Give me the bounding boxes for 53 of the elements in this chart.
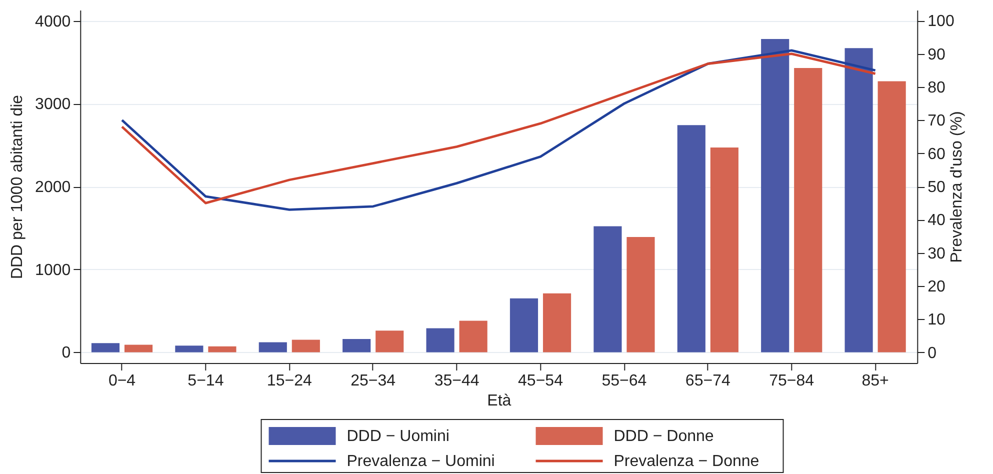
y2-tick-label: 10 bbox=[928, 312, 946, 329]
bar bbox=[626, 237, 655, 352]
x-tick-label: 55−64 bbox=[602, 372, 647, 390]
bar bbox=[594, 226, 622, 352]
x-tick-label: 85+ bbox=[862, 372, 889, 390]
bar bbox=[208, 346, 236, 352]
y-tick-label: 4000 bbox=[35, 13, 71, 30]
bar bbox=[175, 346, 204, 352]
bar bbox=[878, 81, 906, 352]
bar bbox=[426, 328, 454, 352]
bar bbox=[124, 344, 153, 352]
y2-tick-label: 30 bbox=[928, 245, 946, 262]
legend-label: Prevalenza − Donne bbox=[614, 453, 760, 470]
legend-label: DDD − Donne bbox=[614, 428, 714, 445]
y2-tick-label: 50 bbox=[928, 179, 946, 196]
y2-tick-label: 100 bbox=[928, 13, 954, 30]
y2-tick-label: 90 bbox=[928, 46, 946, 64]
bar bbox=[794, 68, 822, 352]
y-tick-label: 0 bbox=[62, 344, 71, 362]
bar bbox=[342, 338, 371, 352]
y2-tick-label: 80 bbox=[928, 79, 946, 96]
y2-axis-title: Prevalenza d'uso (%) bbox=[948, 111, 966, 263]
y-axis-title: DDD per 1000 abitanti die bbox=[9, 94, 26, 280]
x-tick-label: 25−34 bbox=[350, 372, 396, 390]
legend-label: DDD − Uomini bbox=[346, 428, 450, 445]
x-tick-label: 15−24 bbox=[266, 372, 312, 390]
x-tick-label: 65−74 bbox=[685, 372, 730, 390]
y2-tick-label: 0 bbox=[928, 344, 937, 362]
bar bbox=[542, 293, 572, 352]
x-tick-label: 45−54 bbox=[518, 372, 564, 390]
x-axis-title: Età bbox=[487, 392, 512, 410]
y2-tick-label: 60 bbox=[928, 146, 946, 163]
bar bbox=[844, 48, 873, 352]
y-tick-label: 3000 bbox=[35, 96, 71, 114]
bar bbox=[710, 148, 738, 352]
bar bbox=[91, 343, 120, 352]
x-tick-label: 0−4 bbox=[108, 372, 136, 390]
x-tick-label: 5−14 bbox=[188, 372, 224, 390]
x-tick-label: 75−84 bbox=[769, 372, 814, 390]
bar bbox=[459, 320, 488, 352]
y-tick-label: 1000 bbox=[35, 262, 71, 279]
x-tick-label: 35−44 bbox=[434, 372, 480, 390]
y2-tick-label: 20 bbox=[928, 278, 946, 296]
y2-tick-label: 70 bbox=[928, 112, 946, 130]
y2-tick-label: 40 bbox=[928, 212, 946, 230]
bar bbox=[292, 340, 320, 352]
bar bbox=[258, 342, 287, 352]
bar bbox=[761, 39, 790, 352]
y-tick-label: 2000 bbox=[35, 179, 71, 196]
bar bbox=[376, 330, 404, 352]
bar bbox=[510, 298, 538, 352]
legend-label: Prevalenza − Uomini bbox=[346, 453, 495, 470]
bar bbox=[677, 125, 706, 352]
